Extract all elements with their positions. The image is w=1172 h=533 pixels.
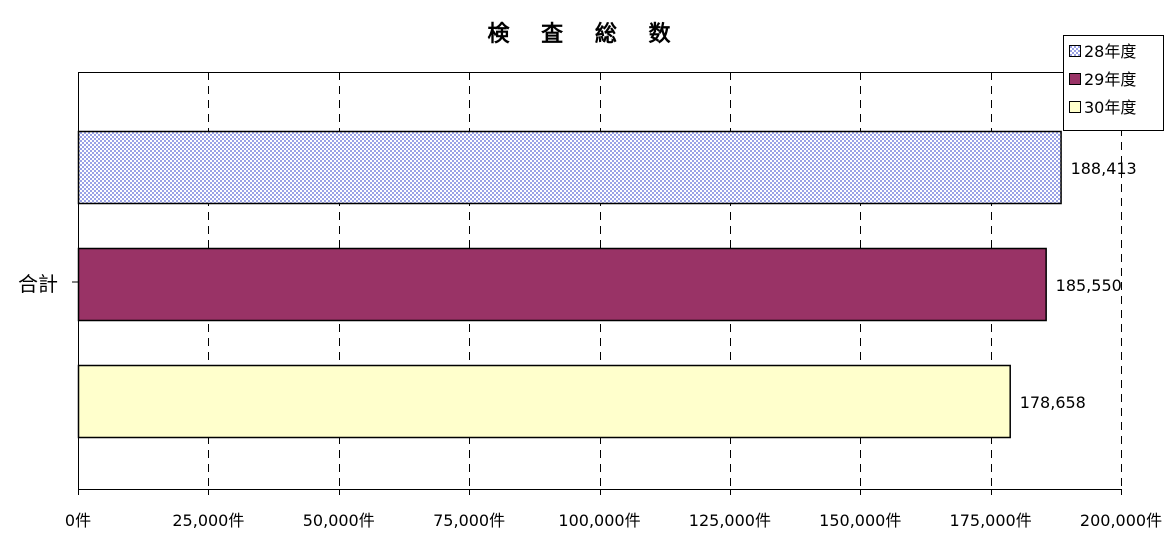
data-label: 188,413: [1071, 159, 1137, 178]
legend-swatch: [1069, 45, 1081, 57]
legend-label: 30年度: [1084, 98, 1136, 117]
data-label: 185,550: [1056, 276, 1122, 295]
x-tick-label: 75,000件: [433, 511, 505, 530]
x-tick-label: 175,000件: [950, 511, 1032, 530]
legend: 28年度 29年度 30年度: [1063, 35, 1164, 131]
x-tick-label: 125,000件: [689, 511, 771, 530]
bar-series-2: [77, 364, 1011, 439]
category-label: 合計: [18, 272, 58, 296]
x-axis-tick-labels: 0件 25,000件 50,000件 75,000件 100,000件 125,000件 1…: [65, 489, 1162, 530]
bar-series-0: [77, 130, 1062, 205]
value-labels: 188,413 185,550 178,658: [1020, 159, 1137, 412]
x-tick-label: 150,000件: [819, 511, 901, 530]
legend-label: 28年度: [1084, 42, 1136, 61]
bars: [77, 130, 1062, 439]
legend-swatch: [1069, 73, 1081, 85]
bar-series-1: [77, 247, 1047, 322]
x-tick-label: 200,000件: [1080, 511, 1162, 530]
x-tick-label: 50,000件: [303, 511, 375, 530]
data-label: 178,658: [1020, 393, 1086, 412]
x-tick-label: 25,000件: [172, 511, 244, 530]
x-tick-label: 100,000件: [558, 511, 640, 530]
x-tick-label: 0件: [65, 511, 91, 530]
chart-title: 検 査 総 数: [488, 21, 683, 47]
legend-label: 29年度: [1084, 70, 1136, 89]
legend-swatch: [1069, 101, 1081, 113]
